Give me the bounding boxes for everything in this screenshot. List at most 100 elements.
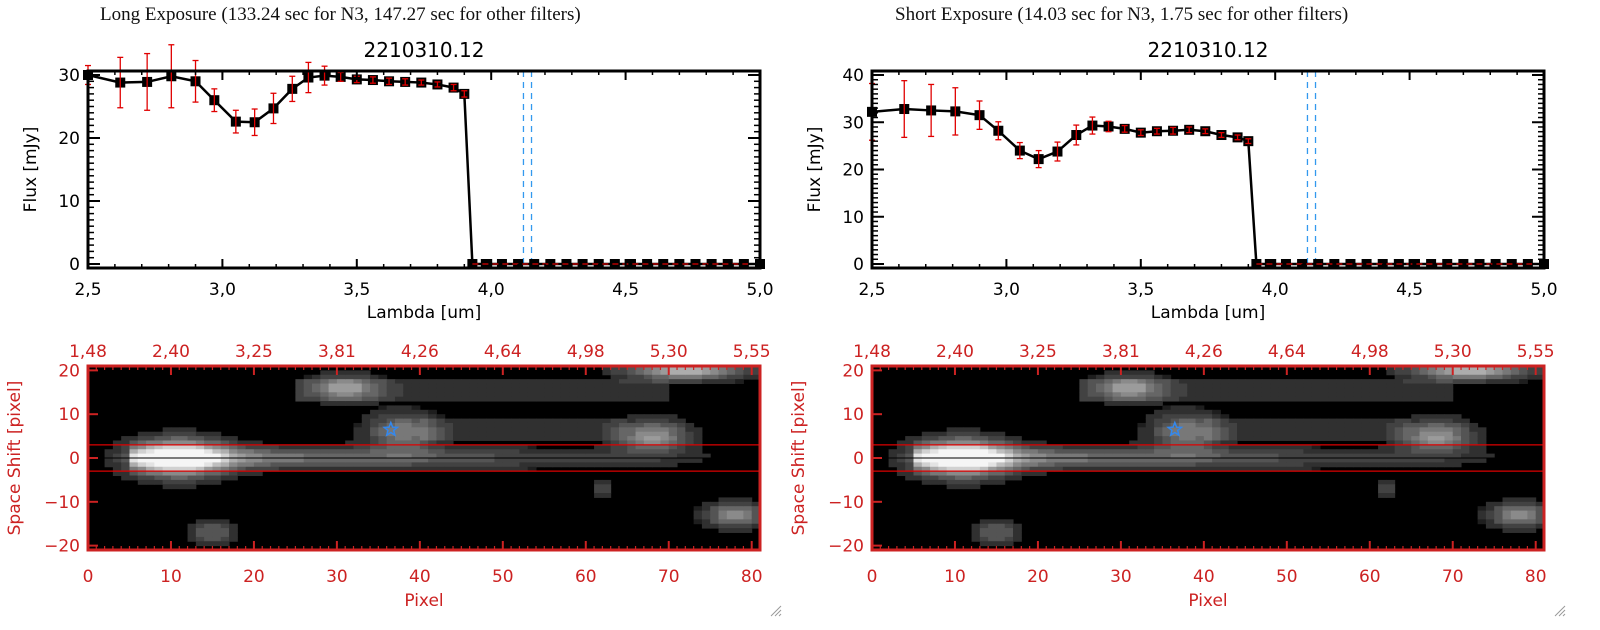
image-pixel (938, 436, 948, 441)
image-pixel (1361, 379, 1371, 385)
image-pixel (527, 418, 537, 424)
image-pixel (378, 379, 388, 385)
image-pixel (946, 431, 956, 437)
image-pixel (552, 462, 562, 468)
image-pixel (1137, 449, 1147, 455)
image-pixel (1369, 462, 1379, 468)
image-pixel (1004, 436, 1014, 441)
image-pixel (1336, 387, 1346, 393)
image-pixel (436, 449, 446, 455)
image-pixel (979, 458, 989, 463)
image-pixel (971, 462, 981, 468)
image-pixel (179, 458, 189, 463)
image-pixel (146, 453, 155, 459)
image-pixel (1369, 418, 1379, 424)
image-pixel (1203, 462, 1213, 468)
image-pixel (913, 436, 923, 441)
image-pixel (1013, 532, 1022, 538)
image-pixel (1386, 370, 1396, 376)
image-pixel (345, 453, 354, 459)
image-pixel (502, 466, 512, 472)
image-pixel (544, 436, 554, 441)
image-pixel (1137, 383, 1147, 389)
image-pixel (1394, 449, 1404, 455)
image-pixel (954, 431, 964, 437)
image-pixel (419, 418, 429, 424)
image-pixel (1145, 418, 1155, 424)
image-pixel (668, 422, 678, 428)
image-pixel (204, 528, 213, 533)
image-pixel (627, 383, 637, 389)
image-pixel (453, 427, 462, 433)
image-pixel (1452, 444, 1462, 450)
image-pixel (436, 440, 446, 446)
image-pixel (1477, 440, 1487, 446)
image-pixel (1427, 392, 1437, 398)
resize-grip-icon-right[interactable] (1554, 605, 1566, 617)
image-pixel (353, 370, 363, 376)
image-pixel (121, 458, 130, 463)
image-pixel (1071, 449, 1080, 455)
image-pixel (436, 431, 446, 437)
image-pixel (511, 396, 520, 402)
image-pixel (1485, 366, 1495, 371)
image-pixel (1245, 453, 1255, 459)
image-pixel (444, 387, 454, 393)
image-pixel (1444, 431, 1454, 437)
image-pixel (735, 506, 744, 512)
image-pixel (386, 392, 396, 398)
image-pixel (1203, 383, 1213, 389)
image-pixel (988, 532, 997, 538)
image-pixel (643, 462, 653, 468)
image-pixel (1178, 379, 1188, 385)
image-pixel (1444, 387, 1454, 393)
image-pixel (386, 379, 396, 385)
image-pixel (693, 444, 703, 450)
image-pixel (594, 431, 603, 437)
image-pixel (971, 475, 981, 481)
resize-grip-icon-left[interactable] (770, 605, 782, 617)
image-pixel (1419, 374, 1429, 380)
image-pixel (921, 462, 931, 468)
image-pixel (320, 374, 330, 380)
image-pixel (1286, 449, 1296, 455)
image-pixel (121, 462, 130, 468)
image-pixel (353, 466, 363, 472)
image-pixel (511, 436, 520, 441)
image-pixel (1270, 466, 1280, 472)
image-pixel (1154, 436, 1163, 441)
image-pixel (1353, 431, 1362, 437)
image-pixel (1220, 453, 1230, 459)
image-pixel (1469, 449, 1479, 455)
image-pixel (170, 462, 180, 468)
image-pixel (187, 532, 197, 538)
image-pixel (602, 449, 612, 455)
image-pixel (544, 453, 554, 459)
image-pixel (428, 462, 437, 468)
image-pixel (1013, 453, 1022, 459)
image-pixel (1494, 519, 1504, 525)
image-pixel (979, 528, 989, 533)
image-pixel (1203, 444, 1213, 450)
image-pixel (1054, 466, 1064, 472)
image-pixel (1137, 401, 1147, 406)
image-pixel (979, 462, 989, 468)
image-pixel (1303, 387, 1313, 393)
image-pixel (1519, 366, 1528, 371)
image-pixel (685, 449, 695, 455)
image-pixel (1402, 383, 1412, 389)
image-pixel (1104, 379, 1114, 385)
image-pixel (253, 453, 263, 459)
image-pixel (618, 387, 628, 393)
image-pixel (336, 383, 346, 389)
image-pixel (1436, 392, 1445, 398)
image-pixel (602, 366, 612, 371)
image-pixel (386, 466, 396, 472)
image-pixel (979, 440, 989, 446)
image-pixel (1079, 387, 1089, 393)
image-pixel (1004, 444, 1014, 450)
image-pixel (477, 431, 487, 437)
image-pixel (1295, 431, 1304, 437)
image-pixel (1502, 501, 1512, 507)
image-pixel (1220, 436, 1230, 441)
